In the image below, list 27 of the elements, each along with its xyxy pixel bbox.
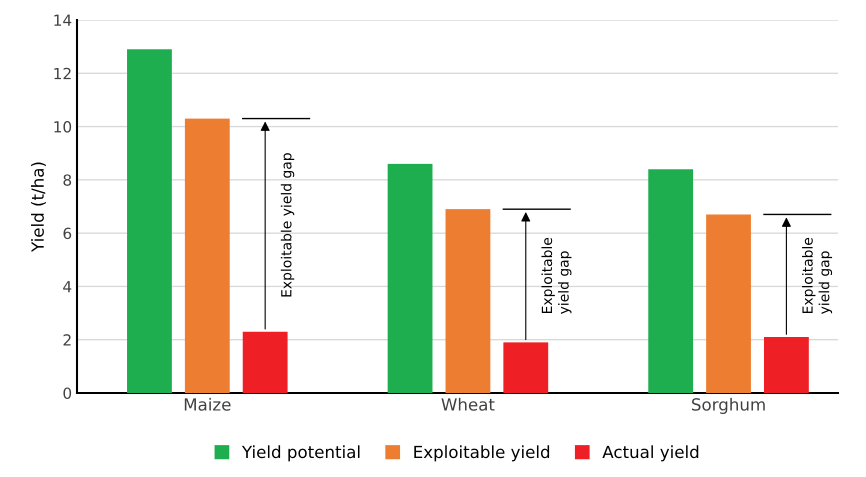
annotation: Exploitable yield gap xyxy=(280,153,294,297)
y-tick-label: 0 xyxy=(63,387,72,400)
x-tick-label: Sorghum xyxy=(692,398,765,414)
legend-label: Actual yield xyxy=(602,445,698,462)
bar xyxy=(242,332,288,393)
bar xyxy=(446,209,490,393)
bar xyxy=(388,164,432,393)
y-tick-label: 10 xyxy=(54,121,72,133)
bar xyxy=(503,342,548,393)
annotation: Exploitable yield gap xyxy=(802,238,832,314)
annotation: Exploitable yield gap xyxy=(541,238,572,314)
bar xyxy=(648,169,694,393)
y-tick-label: 4 xyxy=(63,281,72,292)
y-tick-label: 6 xyxy=(63,228,72,240)
x-tick-label: Wheat xyxy=(441,398,495,411)
y-tick-label: 14 xyxy=(54,14,72,26)
y-tick-label: 12 xyxy=(54,68,71,80)
legend-label: Exploitable yield xyxy=(414,445,550,462)
bar xyxy=(127,49,172,393)
bar xyxy=(764,337,809,393)
bar xyxy=(184,118,230,393)
bar xyxy=(706,214,751,393)
y-axis-title: Yield (t/ha) xyxy=(31,162,46,252)
x-tick-label: Maize xyxy=(184,398,231,411)
legend-label: Yield potential xyxy=(242,445,360,462)
y-tick-label: 2 xyxy=(64,334,71,346)
y-tick-label: 8 xyxy=(63,174,72,186)
